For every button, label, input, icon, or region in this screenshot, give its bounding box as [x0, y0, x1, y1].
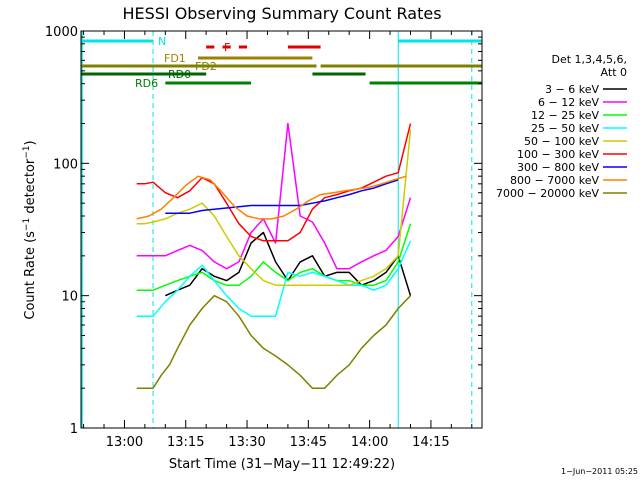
legend-label: 12 − 25 keV: [531, 109, 599, 122]
legend-label: 6 − 12 keV: [538, 96, 599, 109]
flag-label: RD6: [135, 77, 158, 90]
series-line: [136, 294, 412, 389]
y-label-sup1: −1: [22, 218, 32, 231]
y-tick-label: 1000: [45, 25, 78, 40]
y-axis: 1 10 100 1000: [45, 25, 482, 437]
flag-label: FD1: [164, 52, 186, 65]
y-tick-label: 1: [70, 422, 78, 437]
legend-label: 50 − 100 keV: [524, 135, 599, 148]
x-axis: 13:00 13:15 13:30 13:45 14:00 14:15: [83, 31, 473, 450]
flag-label: N: [158, 35, 166, 48]
legend-label: 300 − 800 keV: [517, 161, 599, 174]
y-tick-label: 100: [53, 157, 78, 172]
y-tick-label: 10: [61, 290, 78, 305]
timestamp: 1−Jun−2011 05:25: [561, 467, 638, 476]
flag-label: RD0: [168, 68, 191, 81]
plot-area: N F FD1 FD2 RD0 RD6: [81, 31, 482, 428]
series-line: [136, 123, 412, 242]
x-tick-label: 14:15: [412, 435, 449, 450]
x-tick-label: 13:00: [106, 435, 143, 450]
y-label-sup2: −1: [22, 145, 32, 158]
legend-label: 100 − 300 keV: [517, 148, 599, 161]
y-axis-label: Count Rate (s−1 detector−1): [22, 140, 38, 319]
legend-title-line2: Att 0: [601, 66, 627, 79]
series-line: [136, 223, 412, 291]
flag-label: FD2: [195, 60, 217, 73]
legend-label: 3 − 6 keV: [545, 83, 599, 96]
series-line: [164, 231, 412, 297]
flag-label: F: [224, 41, 230, 54]
x-tick-label: 13:30: [228, 435, 265, 450]
series-line: [165, 179, 399, 214]
x-tick-label: 13:15: [167, 435, 204, 450]
plot-frame: [80, 30, 483, 429]
legend-label: 7000 − 20000 keV: [496, 187, 599, 200]
series-line: [136, 240, 412, 317]
legend-label: 800 − 7000 keV: [510, 174, 599, 187]
series-line: [136, 129, 412, 286]
x-tick-label: 14:00: [351, 435, 388, 450]
x-axis-label: Start Time (31−May−11 12:49:22): [169, 457, 395, 472]
series-line: [136, 175, 407, 220]
legend-title-line1: Det 1,3,4,5,6,: [551, 53, 627, 66]
series-line: [136, 122, 412, 270]
x-tick-label: 13:45: [290, 435, 327, 450]
y-label-part2: detector: [23, 158, 38, 218]
chart-title: HESSI Observing Summary Count Rates: [122, 4, 441, 23]
y-label-part1: Count Rate (s: [23, 231, 38, 320]
legend-label: 25 − 50 keV: [531, 122, 599, 135]
y-label-part3: ): [23, 140, 38, 145]
